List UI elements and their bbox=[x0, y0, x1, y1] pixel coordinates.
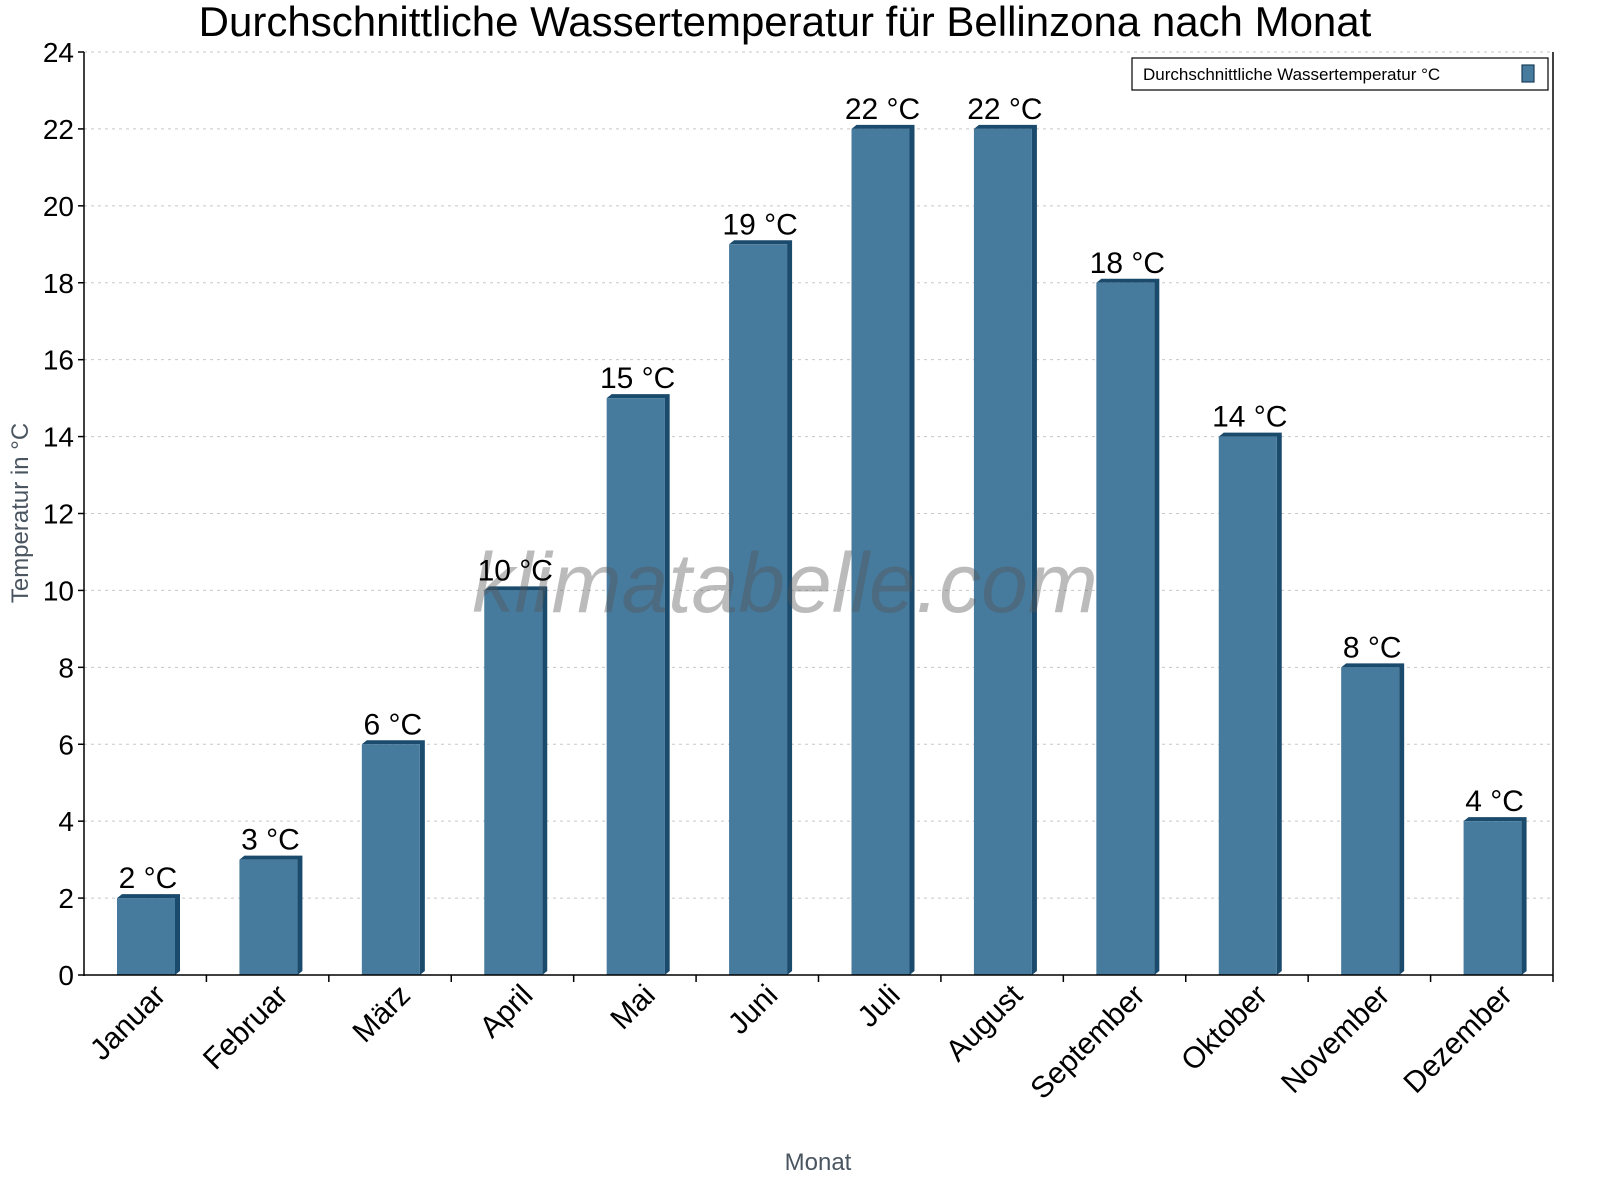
legend: Durchschnittliche Wassertemperatur °C bbox=[1131, 57, 1549, 91]
x-tick-label: November bbox=[1275, 979, 1396, 1100]
bar bbox=[1218, 436, 1277, 975]
y-tick-label: 0 bbox=[58, 960, 74, 991]
data-label: 18 °C bbox=[1090, 247, 1165, 280]
y-tick-label: 24 bbox=[43, 37, 74, 68]
x-tick-label: Januar bbox=[84, 979, 172, 1067]
x-tick-label: Juni bbox=[722, 979, 784, 1041]
data-label: 15 °C bbox=[600, 362, 675, 395]
bar bbox=[973, 128, 1032, 975]
watermark: klimatabelle.com bbox=[472, 536, 1098, 630]
legend-box bbox=[1131, 57, 1549, 91]
x-axis-label: Monat bbox=[785, 1149, 852, 1176]
x-tick-label: Juli bbox=[851, 979, 906, 1034]
x-tick-label: August bbox=[940, 978, 1030, 1068]
bar bbox=[1463, 821, 1522, 975]
data-label: 14 °C bbox=[1212, 401, 1287, 434]
x-tick-label: Dezember bbox=[1398, 979, 1519, 1100]
data-label: 10 °C bbox=[478, 554, 553, 587]
y-tick-label: 20 bbox=[43, 191, 74, 222]
data-label: 22 °C bbox=[845, 93, 920, 126]
legend-swatch bbox=[1521, 64, 1535, 83]
bar bbox=[729, 244, 788, 975]
y-tick-label: 18 bbox=[43, 268, 74, 299]
data-label: 22 °C bbox=[967, 93, 1042, 126]
y-tick-label: 12 bbox=[43, 499, 74, 530]
data-label: 3 °C bbox=[241, 824, 300, 857]
x-tick-label: Februar bbox=[197, 979, 295, 1077]
x-tick-label: März bbox=[347, 979, 417, 1049]
data-label: 4 °C bbox=[1465, 785, 1524, 818]
bar bbox=[1096, 282, 1155, 975]
y-axis-label: Temperatur in °C bbox=[7, 423, 34, 603]
bar bbox=[117, 898, 175, 975]
data-label: 6 °C bbox=[363, 708, 422, 741]
y-tick-label: 4 bbox=[58, 806, 74, 837]
y-tick-label: 10 bbox=[43, 575, 74, 606]
bar bbox=[606, 398, 665, 975]
bar bbox=[851, 128, 910, 975]
bar bbox=[484, 590, 543, 975]
bar bbox=[361, 744, 420, 975]
y-tick-label: 6 bbox=[58, 729, 74, 760]
data-label: 19 °C bbox=[722, 208, 797, 241]
y-tick-label: 8 bbox=[58, 652, 74, 683]
data-label: 8 °C bbox=[1343, 631, 1402, 664]
y-tick-label: 2 bbox=[58, 883, 74, 914]
legend-label: Durchschnittliche Wassertemperatur °C bbox=[1143, 65, 1440, 84]
x-tick-label: April bbox=[474, 979, 540, 1045]
bar bbox=[239, 859, 298, 975]
x-tick-label: Oktober bbox=[1175, 979, 1274, 1078]
x-tick-label: September bbox=[1024, 979, 1151, 1106]
y-tick-label: 14 bbox=[43, 422, 74, 453]
x-tick-label: Mai bbox=[604, 979, 662, 1037]
y-tick-label: 16 bbox=[43, 345, 74, 376]
data-label: 2 °C bbox=[119, 862, 178, 895]
y-tick-label: 22 bbox=[43, 114, 74, 145]
chart-title: Durchschnittliche Wassertemperatur für B… bbox=[199, 0, 1372, 45]
bar bbox=[1341, 667, 1400, 975]
